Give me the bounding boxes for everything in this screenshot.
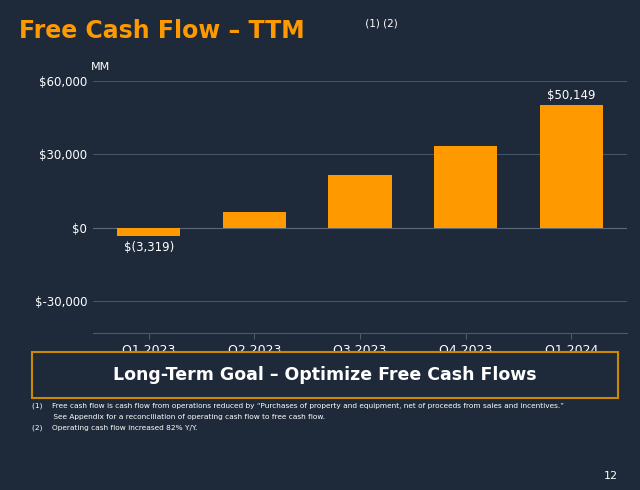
Text: Long-Term Goal – Optimize Free Cash Flows: Long-Term Goal – Optimize Free Cash Flow… <box>113 367 536 384</box>
Bar <box>328 175 392 228</box>
Text: (2)    Operating cash flow increased 82% Y/Y.: (2) Operating cash flow increased 82% Y/… <box>32 425 197 431</box>
FancyBboxPatch shape <box>32 352 618 398</box>
Text: MM: MM <box>91 62 110 73</box>
Text: (1)    Free cash flow is cash flow from operations reduced by “Purchases of prop: (1) Free cash flow is cash flow from ope… <box>32 403 564 409</box>
Bar <box>223 212 286 228</box>
Text: See Appendix for a reconciliation of operating cash flow to free cash flow.: See Appendix for a reconciliation of ope… <box>32 414 325 420</box>
Bar <box>540 105 603 228</box>
Bar <box>117 228 180 236</box>
Text: $(3,319): $(3,319) <box>124 241 174 254</box>
Text: 12: 12 <box>604 471 618 481</box>
Bar <box>434 146 497 228</box>
Text: Free Cash Flow – TTM: Free Cash Flow – TTM <box>19 19 305 43</box>
Text: (1) (2): (1) (2) <box>362 19 397 28</box>
Text: $50,149: $50,149 <box>547 89 595 102</box>
